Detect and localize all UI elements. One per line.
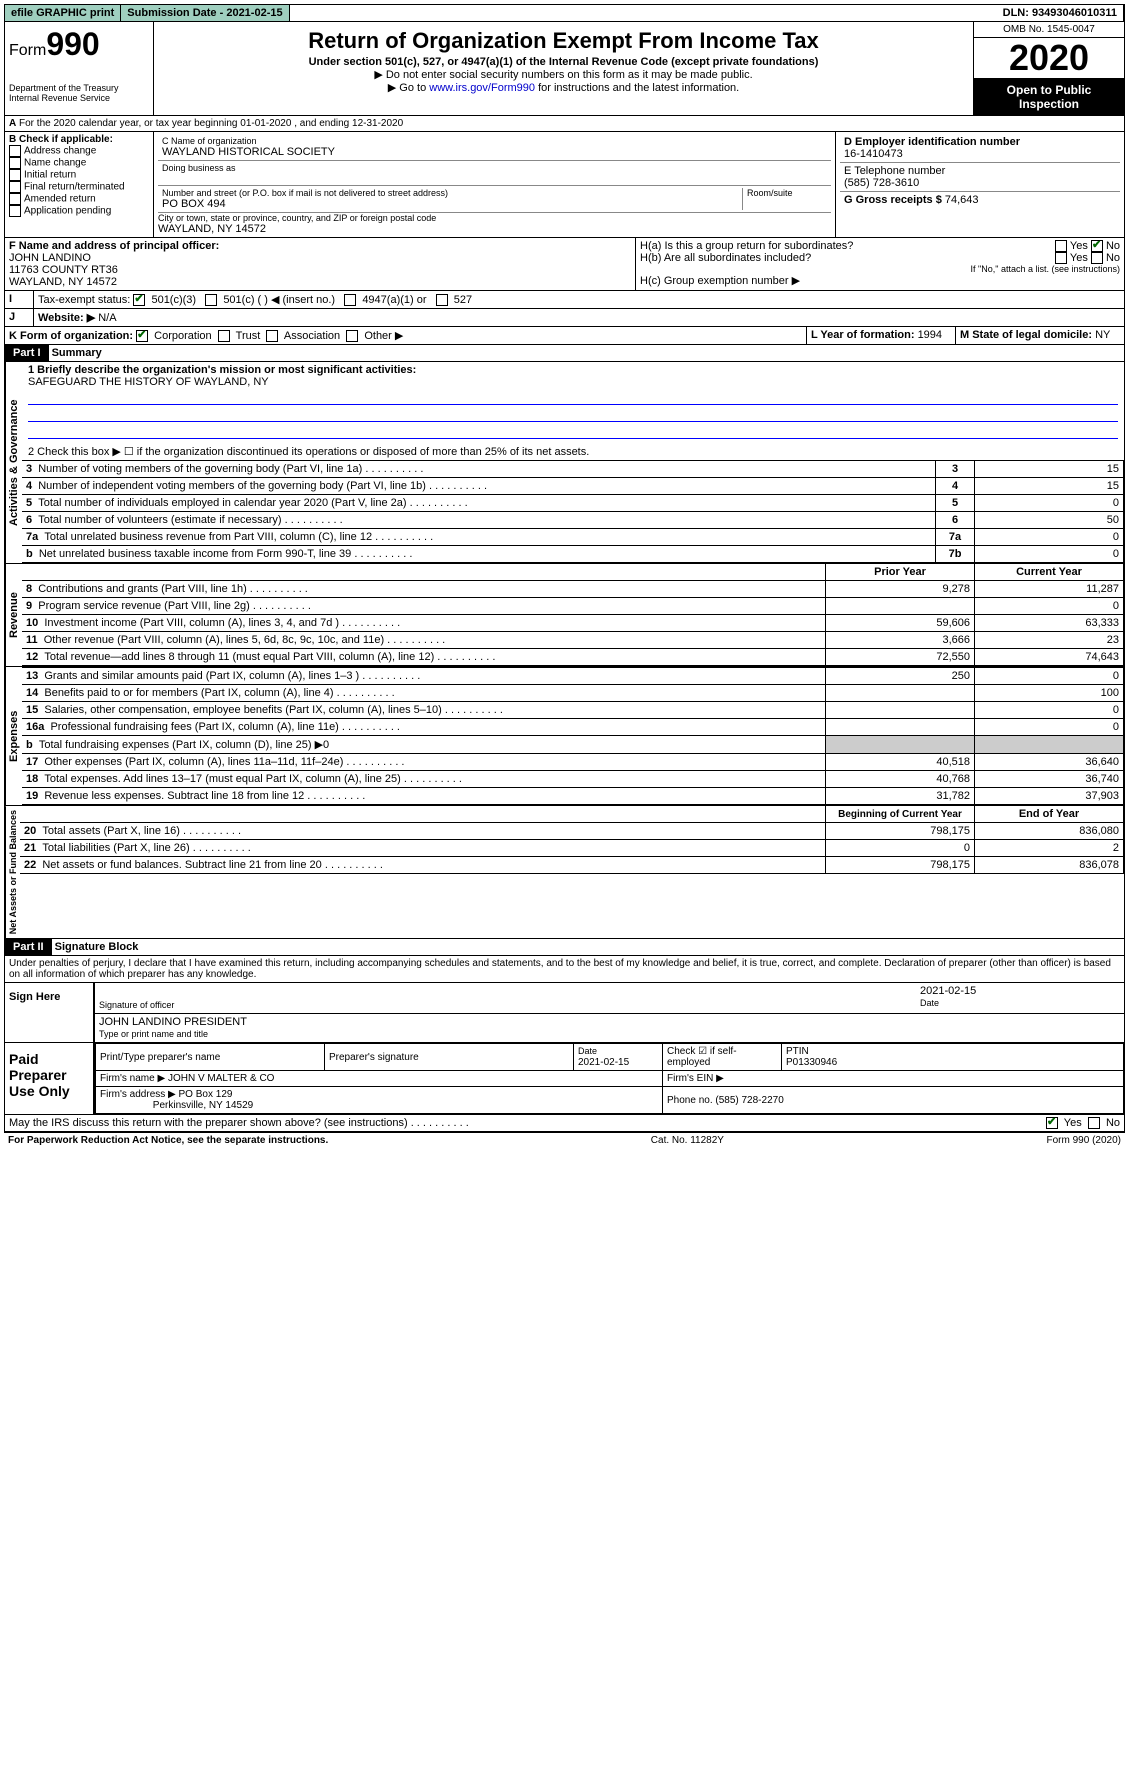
preparer-table: Print/Type preparer's name Preparer's si… bbox=[95, 1043, 1124, 1114]
open-public-badge: Open to Public Inspection bbox=[974, 79, 1124, 115]
table-row: 20 Total assets (Part X, line 16)798,175… bbox=[20, 823, 1124, 840]
table-row: 22 Net assets or fund balances. Subtract… bbox=[20, 857, 1124, 874]
goto-note: ▶ Go to www.irs.gov/Form990 for instruct… bbox=[158, 81, 969, 94]
part2-title: Signature Block bbox=[55, 941, 139, 953]
dln: DLN: 93493046010311 bbox=[997, 5, 1124, 21]
vlabel-activities: Activities & Governance bbox=[5, 362, 22, 563]
tax-year: 2020 bbox=[974, 38, 1124, 79]
website-field: Website: ▶ N/A bbox=[34, 309, 1124, 326]
state-domicile: M State of legal domicile: NY bbox=[956, 327, 1124, 344]
part1-header: Part I bbox=[5, 345, 49, 361]
table-row: 10 Investment income (Part VIII, column … bbox=[22, 615, 1124, 632]
box-h: H(a) Is this a group return for subordin… bbox=[636, 238, 1124, 290]
summary-table-top: 3 Number of voting members of the govern… bbox=[22, 460, 1124, 563]
box-b: B Check if applicable: Address change Na… bbox=[5, 132, 154, 237]
ein: 16-1410473 bbox=[844, 148, 903, 160]
irs-link[interactable]: www.irs.gov/Form990 bbox=[429, 82, 535, 94]
cb-final-return[interactable]: Final return/terminated bbox=[9, 181, 149, 193]
submission-date: Submission Date - 2021-02-15 bbox=[121, 5, 289, 21]
summary-table-revenue: Prior YearCurrent Year 8 Contributions a… bbox=[22, 564, 1124, 666]
table-row: 13 Grants and similar amounts paid (Part… bbox=[22, 668, 1124, 685]
phone: (585) 728-3610 bbox=[844, 177, 919, 189]
vlabel-expenses: Expenses bbox=[5, 667, 22, 805]
part2-header: Part II bbox=[5, 939, 52, 955]
sign-here-label: Sign Here bbox=[5, 983, 95, 1042]
table-row: 3 Number of voting members of the govern… bbox=[22, 461, 1124, 478]
cb-address-change[interactable]: Address change bbox=[9, 145, 149, 157]
summary-table-netassets: Beginning of Current YearEnd of Year 20 … bbox=[20, 806, 1124, 874]
line1-label: 1 Briefly describe the organization's mi… bbox=[28, 364, 416, 376]
table-row: 5 Total number of individuals employed i… bbox=[22, 495, 1124, 512]
line2: 2 Check this box ▶ ☐ if the organization… bbox=[22, 443, 1124, 460]
table-row: 4 Number of independent voting members o… bbox=[22, 478, 1124, 495]
cb-application-pending[interactable]: Application pending bbox=[9, 205, 149, 217]
mission-text: SAFEGUARD THE HISTORY OF WAYLAND, NY bbox=[28, 376, 269, 388]
officer-name: JOHN LANDINO bbox=[9, 252, 91, 264]
tax-exempt-status: Tax-exempt status: 501(c)(3) 501(c) ( ) … bbox=[34, 291, 1124, 308]
table-row: 11 Other revenue (Part VIII, column (A),… bbox=[22, 632, 1124, 649]
table-row: 19 Revenue less expenses. Subtract line … bbox=[22, 788, 1124, 805]
form-header: Form990 Department of the Treasury Inter… bbox=[4, 22, 1125, 116]
org-address: PO BOX 494 bbox=[162, 198, 226, 210]
form-of-org: K Form of organization: Corporation Trus… bbox=[5, 327, 807, 344]
summary-table-expenses: 13 Grants and similar amounts paid (Part… bbox=[22, 667, 1124, 805]
gross-receipts: 74,643 bbox=[945, 194, 979, 206]
section-a: A For the 2020 calendar year, or tax yea… bbox=[4, 116, 1125, 132]
table-row: 14 Benefits paid to or for members (Part… bbox=[22, 685, 1124, 702]
table-row: b Total fundraising expenses (Part IX, c… bbox=[22, 736, 1124, 754]
box-c: C Name of organizationWAYLAND HISTORICAL… bbox=[154, 132, 836, 237]
table-row: 7a Total unrelated business revenue from… bbox=[22, 529, 1124, 546]
table-row: 18 Total expenses. Add lines 13–17 (must… bbox=[22, 771, 1124, 788]
declaration: Under penalties of perjury, I declare th… bbox=[5, 956, 1124, 983]
discuss-row: May the IRS discuss this return with the… bbox=[5, 1115, 1124, 1131]
form-subtitle: Under section 501(c), 527, or 4947(a)(1)… bbox=[158, 56, 969, 68]
cb-amended[interactable]: Amended return bbox=[9, 193, 149, 205]
paid-preparer-label: Paid Preparer Use Only bbox=[5, 1043, 95, 1114]
table-row: 16a Professional fundraising fees (Part … bbox=[22, 719, 1124, 736]
ssn-note: ▶ Do not enter social security numbers o… bbox=[158, 68, 969, 81]
vlabel-netassets: Net Assets or Fund Balances bbox=[5, 806, 20, 938]
vlabel-revenue: Revenue bbox=[5, 564, 22, 666]
officer-sig-name: JOHN LANDINO PRESIDENT bbox=[99, 1016, 247, 1028]
line-i: I bbox=[5, 291, 34, 308]
box-d: D Employer identification number16-14104… bbox=[836, 132, 1124, 237]
table-row: 12 Total revenue—add lines 8 through 11 … bbox=[22, 649, 1124, 666]
org-city: WAYLAND, NY 14572 bbox=[158, 223, 266, 235]
line-j: J bbox=[5, 309, 34, 326]
part1-title: Summary bbox=[52, 347, 102, 359]
table-row: b Net unrelated business taxable income … bbox=[22, 546, 1124, 563]
department: Department of the Treasury bbox=[9, 83, 149, 93]
table-row: 21 Total liabilities (Part X, line 26)02 bbox=[20, 840, 1124, 857]
table-row: 6 Total number of volunteers (estimate i… bbox=[22, 512, 1124, 529]
irs-label: Internal Revenue Service bbox=[9, 93, 149, 103]
cb-initial-return[interactable]: Initial return bbox=[9, 169, 149, 181]
table-row: 9 Program service revenue (Part VIII, li… bbox=[22, 598, 1124, 615]
year-formation: L Year of formation: 1994 bbox=[807, 327, 956, 344]
efile-print-button[interactable]: efile GRAPHIC print bbox=[5, 5, 121, 21]
cb-name-change[interactable]: Name change bbox=[9, 157, 149, 169]
form-number: Form990 bbox=[9, 26, 149, 63]
form-title: Return of Organization Exempt From Incom… bbox=[158, 28, 969, 54]
top-bar: efile GRAPHIC print Submission Date - 20… bbox=[4, 4, 1125, 22]
table-row: 8 Contributions and grants (Part VIII, l… bbox=[22, 581, 1124, 598]
table-row: 17 Other expenses (Part IX, column (A), … bbox=[22, 754, 1124, 771]
org-name: WAYLAND HISTORICAL SOCIETY bbox=[162, 146, 335, 158]
page-footer: For Paperwork Reduction Act Notice, see … bbox=[4, 1132, 1125, 1148]
table-row: 15 Salaries, other compensation, employe… bbox=[22, 702, 1124, 719]
box-f: F Name and address of principal officer:… bbox=[5, 238, 636, 290]
omb-number: OMB No. 1545-0047 bbox=[974, 22, 1124, 38]
